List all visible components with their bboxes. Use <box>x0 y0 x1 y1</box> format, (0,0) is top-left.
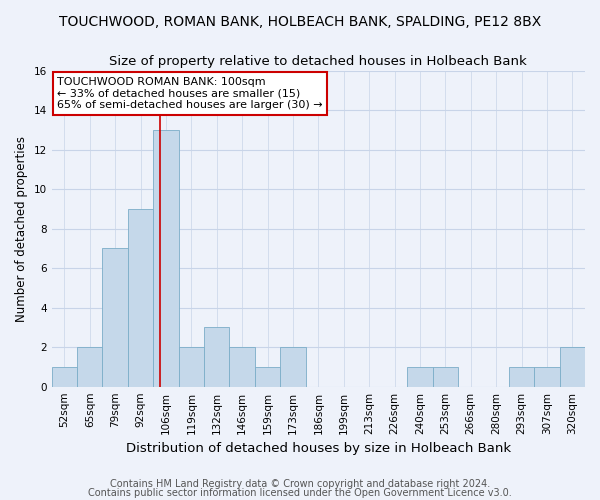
Bar <box>560 347 585 387</box>
Bar <box>77 347 103 387</box>
Text: TOUCHWOOD ROMAN BANK: 100sqm
← 33% of detached houses are smaller (15)
65% of se: TOUCHWOOD ROMAN BANK: 100sqm ← 33% of de… <box>57 77 323 110</box>
Text: TOUCHWOOD, ROMAN BANK, HOLBEACH BANK, SPALDING, PE12 8BX: TOUCHWOOD, ROMAN BANK, HOLBEACH BANK, SP… <box>59 15 541 29</box>
Text: Contains public sector information licensed under the Open Government Licence v3: Contains public sector information licen… <box>88 488 512 498</box>
Bar <box>255 367 280 386</box>
Bar <box>229 347 255 387</box>
Bar <box>128 209 153 386</box>
Bar <box>280 347 305 387</box>
Text: Contains HM Land Registry data © Crown copyright and database right 2024.: Contains HM Land Registry data © Crown c… <box>110 479 490 489</box>
Bar <box>204 328 229 386</box>
X-axis label: Distribution of detached houses by size in Holbeach Bank: Distribution of detached houses by size … <box>126 442 511 455</box>
Title: Size of property relative to detached houses in Holbeach Bank: Size of property relative to detached ho… <box>109 55 527 68</box>
Bar <box>103 248 128 386</box>
Bar <box>433 367 458 386</box>
Bar <box>407 367 433 386</box>
Bar <box>179 347 204 387</box>
Bar <box>509 367 534 386</box>
Bar <box>534 367 560 386</box>
Bar <box>153 130 179 386</box>
Y-axis label: Number of detached properties: Number of detached properties <box>15 136 28 322</box>
Bar <box>52 367 77 386</box>
